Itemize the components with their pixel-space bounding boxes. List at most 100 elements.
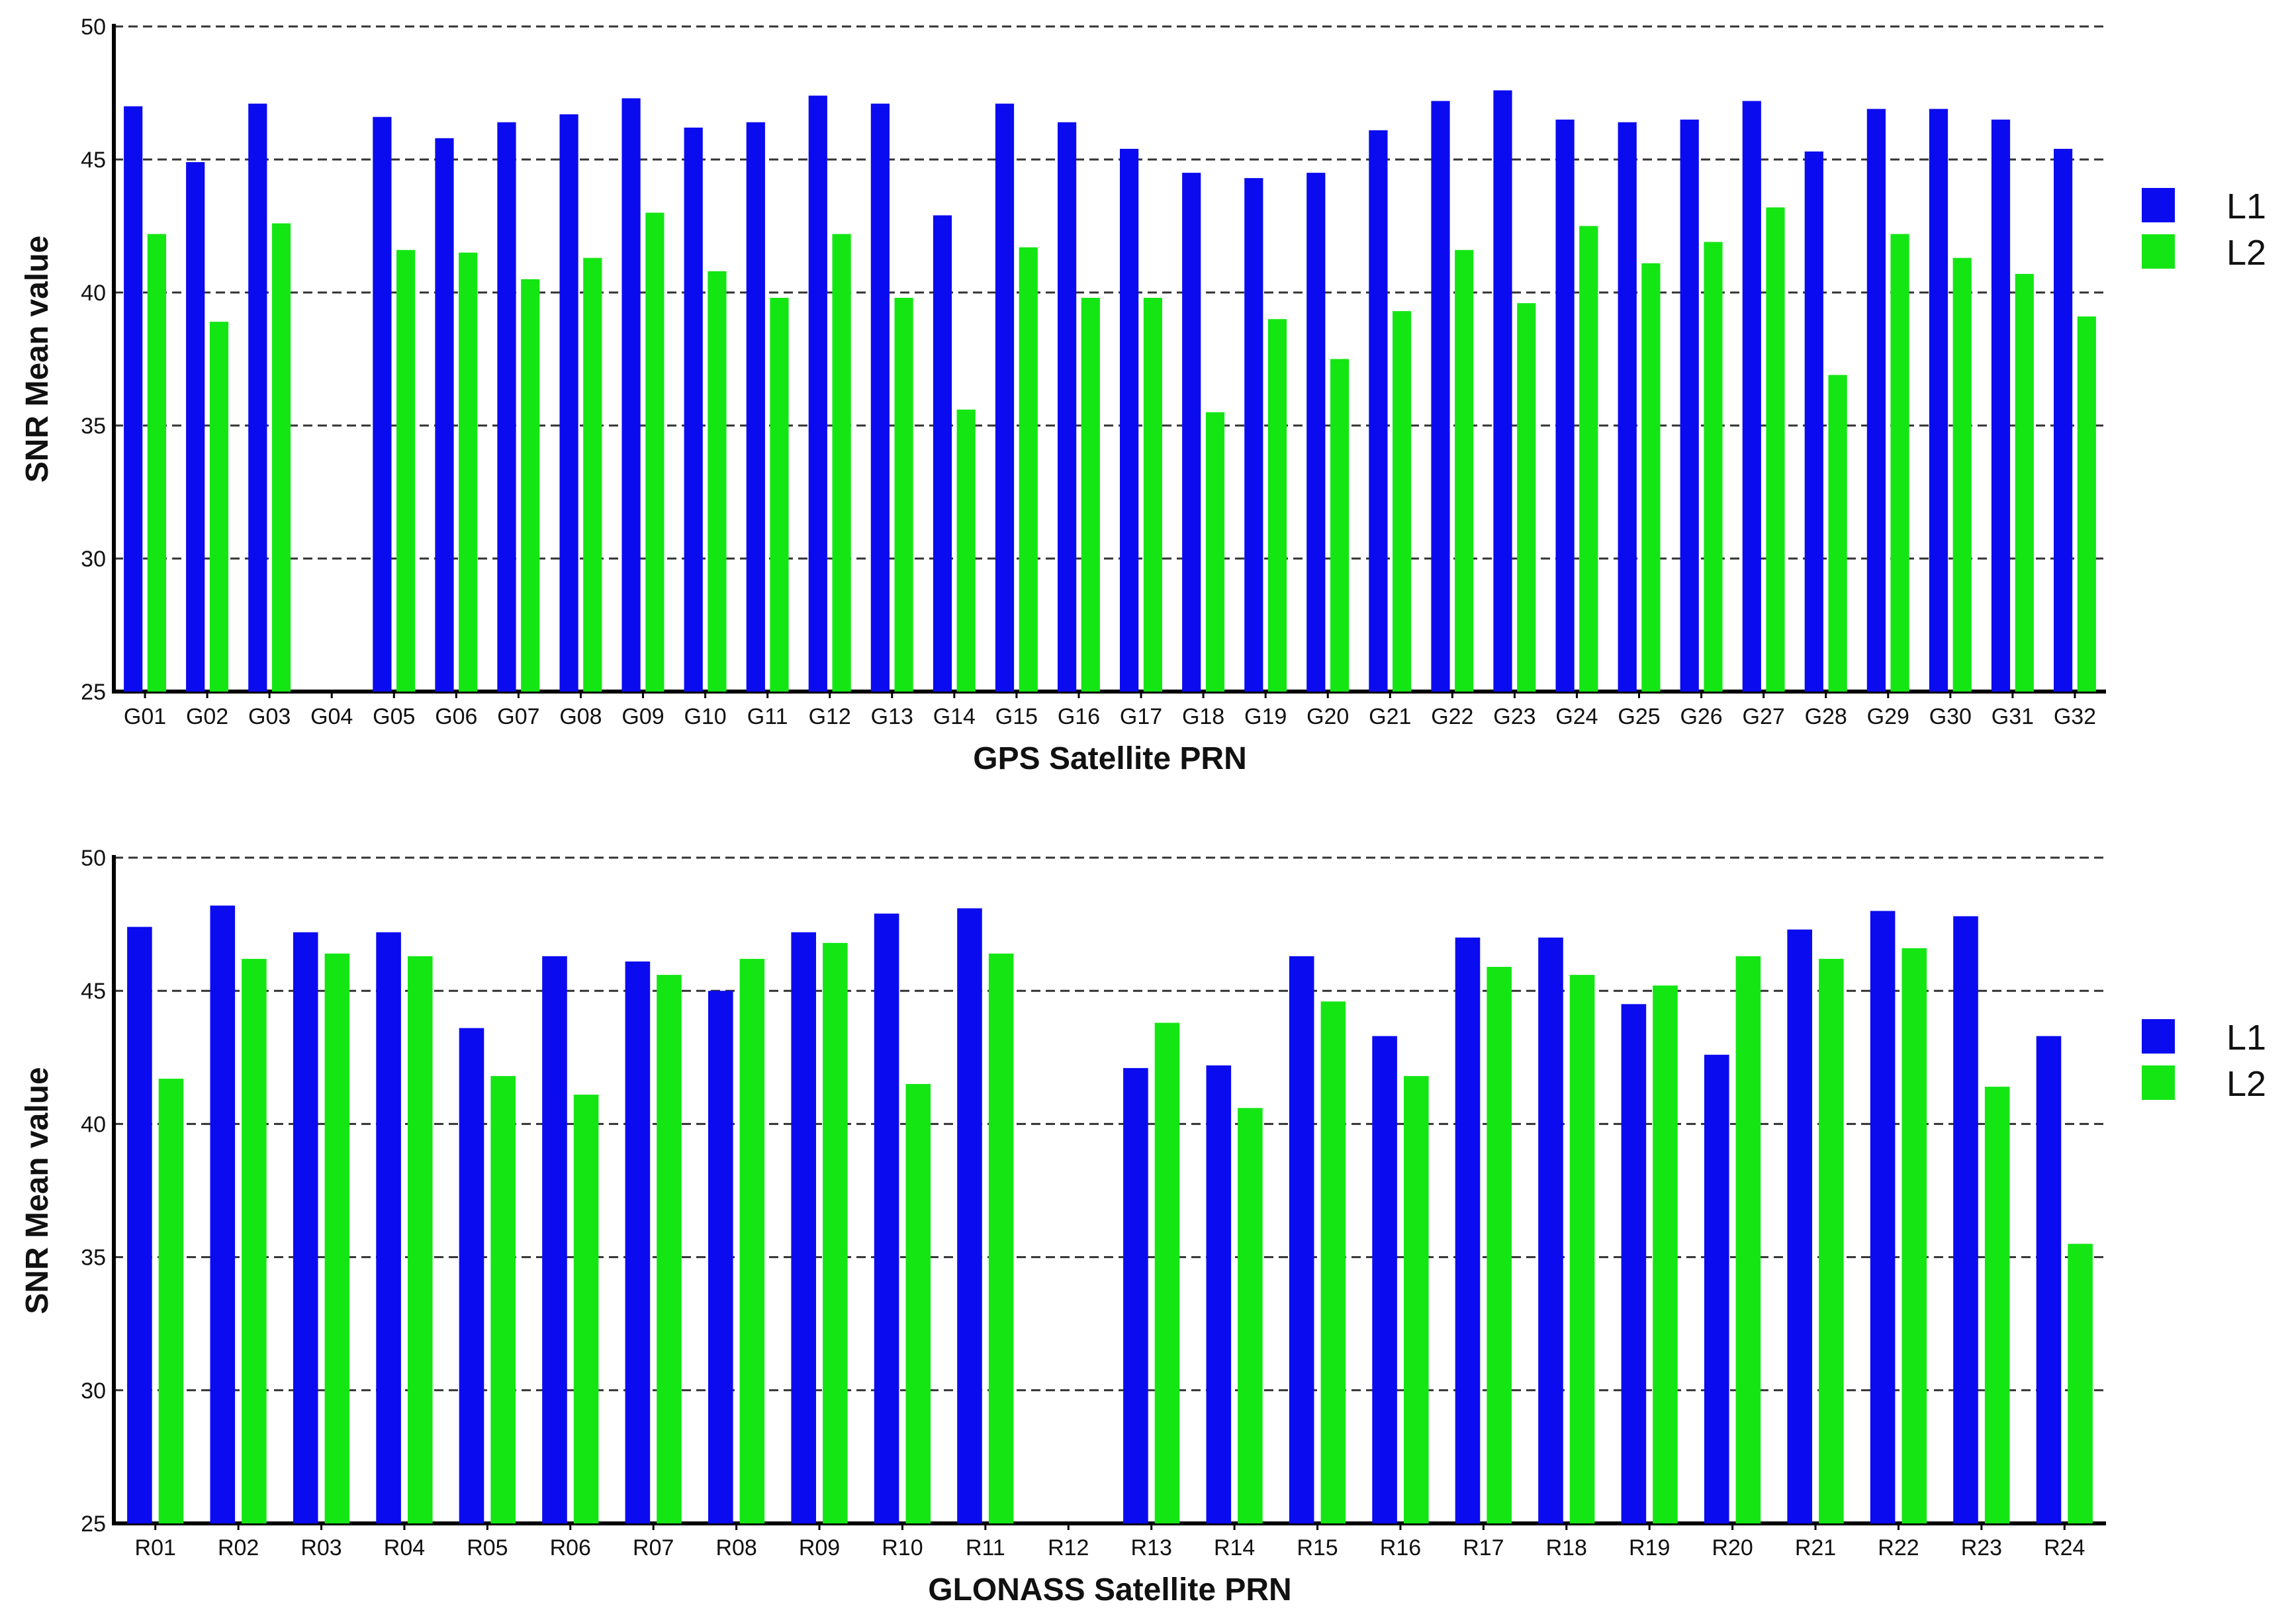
bar-l1-r22	[1870, 911, 1896, 1523]
bar-l1-r09	[791, 932, 816, 1523]
bar-l2-g25	[1641, 263, 1661, 692]
legend-swatch-l2	[2142, 1065, 2175, 1100]
legend-swatch-l2	[2142, 234, 2175, 269]
x-tick-label: G19	[1244, 704, 1287, 729]
bar-l1-r24	[2036, 1036, 2062, 1523]
x-tick-label: G21	[1369, 704, 1411, 729]
legend-label-l1: L1	[2226, 187, 2266, 226]
bar-l2-g06	[459, 252, 478, 692]
x-tick-label: G16	[1058, 704, 1100, 729]
y-axis-title: SNR Mean value	[20, 236, 55, 482]
y-tick-label: 30	[81, 1378, 106, 1404]
bar-l2-r22	[1901, 948, 1927, 1523]
bar-l2-g15	[1019, 247, 1038, 692]
bar-l1-r13	[1123, 1067, 1148, 1523]
y-tick-label: 30	[81, 547, 106, 572]
legend-label-l2: L2	[2226, 233, 2266, 273]
bar-l1-r10	[874, 913, 899, 1523]
bar-l2-g07	[521, 279, 540, 692]
bar-l1-r16	[1372, 1036, 1397, 1523]
bar-l1-g14	[933, 215, 952, 692]
x-tick-label: R19	[1629, 1535, 1670, 1560]
bar-l2-g29	[1890, 234, 1909, 692]
bar-l2-r10	[905, 1084, 931, 1523]
x-tick-label: G05	[373, 704, 415, 729]
bar-l1-g30	[1929, 109, 1948, 692]
bar-l2-g08	[583, 257, 602, 692]
x-tick-label: R20	[1712, 1535, 1753, 1560]
x-tick-label: G12	[809, 704, 851, 729]
bar-l1-g08	[559, 114, 578, 692]
x-tick-label: G02	[186, 704, 228, 729]
bar-l2-g31	[2015, 273, 2034, 692]
x-tick-label: R06	[550, 1535, 591, 1560]
x-tick-label: R07	[633, 1535, 674, 1560]
bar-l1-g09	[621, 98, 641, 692]
x-tick-label: R04	[384, 1535, 425, 1560]
x-tick-label: G14	[933, 704, 976, 729]
x-tick-label: G08	[559, 704, 602, 729]
bar-l1-r08	[708, 991, 733, 1523]
x-tick-label: R21	[1795, 1535, 1836, 1560]
y-tick-label: 25	[81, 1511, 106, 1537]
bar-l2-r23	[1984, 1087, 2010, 1523]
bar-l2-g13	[894, 298, 913, 692]
bar-l2-r08	[739, 958, 765, 1523]
x-tick-label: G07	[497, 704, 539, 729]
bar-l1-g02	[186, 162, 205, 692]
bar-l1-r23	[1953, 916, 1978, 1523]
x-axis-title: GLONASS Satellite PRN	[928, 1572, 1291, 1607]
y-tick-label: 40	[81, 1112, 106, 1137]
y-tick-label: 50	[81, 846, 106, 871]
bar-l2-g28	[1828, 375, 1847, 692]
x-tick-label: R18	[1546, 1535, 1587, 1560]
bar-l2-g12	[832, 234, 851, 692]
bar-l1-g23	[1493, 90, 1512, 692]
bar-l1-r21	[1787, 929, 1812, 1523]
bar-l2-g03	[271, 223, 291, 692]
x-tick-label: G23	[1493, 704, 1535, 729]
bar-l1-r17	[1455, 937, 1481, 1523]
y-tick-label: 45	[81, 148, 106, 173]
bar-l2-g09	[645, 212, 664, 692]
bar-l1-g20	[1306, 173, 1326, 692]
x-tick-label: G06	[435, 704, 477, 729]
x-tick-label: G30	[1929, 704, 1972, 729]
bar-l1-g32	[2054, 148, 2073, 692]
x-tick-label: R12	[1048, 1535, 1089, 1560]
bar-l1-r02	[210, 905, 236, 1523]
bar-l2-r24	[2068, 1243, 2093, 1523]
bar-l2-r15	[1320, 1001, 1346, 1523]
bar-l1-r18	[1538, 937, 1563, 1523]
x-tick-label: R17	[1463, 1535, 1504, 1560]
bar-l2-r14	[1238, 1108, 1263, 1523]
bar-l1-r19	[1621, 1004, 1647, 1523]
bar-l2-r13	[1154, 1022, 1180, 1523]
legend-label-l1: L1	[2226, 1018, 2266, 1058]
bar-l2-r11	[988, 953, 1014, 1523]
bar-l2-g02	[209, 322, 229, 692]
x-tick-label: G11	[747, 704, 788, 729]
bar-l1-g19	[1244, 178, 1263, 692]
bar-l1-r20	[1704, 1054, 1729, 1523]
legend-label-l2: L2	[2226, 1064, 2266, 1104]
bar-l1-g27	[1742, 101, 1761, 692]
bar-l2-g19	[1267, 319, 1287, 692]
bar-l1-g03	[248, 103, 267, 692]
x-tick-label: R05	[467, 1535, 508, 1560]
bar-l2-r02	[242, 958, 267, 1523]
bar-l2-r03	[324, 953, 350, 1523]
bar-l1-r14	[1206, 1065, 1232, 1523]
bar-l2-r05	[490, 1076, 516, 1523]
y-tick-label: 35	[81, 1245, 106, 1271]
x-tick-label: G31	[1992, 704, 2034, 729]
glonass-snr-chart: 25 30 35 40 45 50 R01 R02 R03 R04 R05 R06 R07 R08 R09 R…	[20, 846, 2266, 1607]
x-tick-label: R14	[1214, 1535, 1255, 1560]
x-tick-label: R22	[1878, 1535, 1919, 1560]
bar-l1-g12	[808, 95, 827, 692]
bar-l1-g26	[1680, 119, 1699, 692]
x-tick-label: G03	[248, 704, 291, 729]
bar-l1-g28	[1804, 151, 1823, 692]
